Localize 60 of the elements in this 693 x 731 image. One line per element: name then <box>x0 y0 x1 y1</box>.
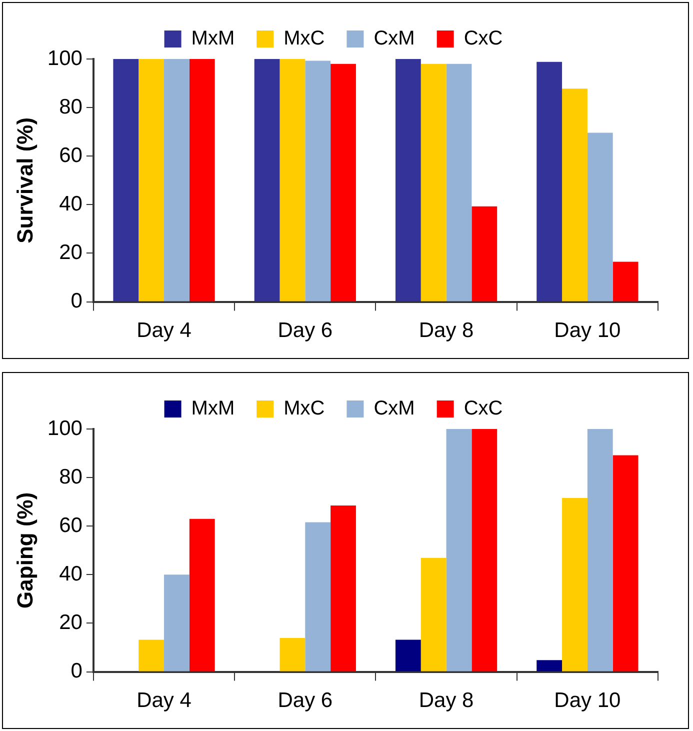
y-axis-title: Gaping (%) <box>12 492 38 608</box>
y-tick-label: 60 <box>59 514 82 537</box>
bar <box>446 64 472 302</box>
bar <box>138 59 164 302</box>
bar <box>446 429 472 672</box>
x-tick-label: Day 4 <box>136 689 192 712</box>
bar <box>164 574 190 672</box>
bar <box>280 59 306 302</box>
bar <box>189 518 215 672</box>
bar <box>587 429 613 672</box>
bar <box>612 262 638 302</box>
y-tick-label: 60 <box>59 144 82 167</box>
bar <box>612 455 638 672</box>
legend-label: MxC <box>284 398 325 420</box>
x-tick-label: Day 8 <box>418 689 474 712</box>
bar <box>254 59 280 302</box>
y-tick-label: 100 <box>47 46 82 70</box>
bar <box>330 505 356 672</box>
bar <box>472 206 498 302</box>
y-tick-label: 80 <box>59 465 82 488</box>
x-tick-label: Day 6 <box>278 689 333 712</box>
x-tick-label: Day 10 <box>554 689 621 712</box>
bar <box>189 59 215 302</box>
bar <box>536 62 562 302</box>
bar <box>330 64 356 302</box>
y-tick-label: 100 <box>47 416 82 440</box>
y-axis-title: Survival (%) <box>12 117 38 244</box>
bar <box>536 660 562 672</box>
y-tick-label: 0 <box>70 660 82 683</box>
y-tick-label: 40 <box>59 562 82 586</box>
legend-label: CxC <box>464 398 503 420</box>
bar <box>395 640 421 672</box>
bar <box>138 640 164 672</box>
bar <box>472 429 498 672</box>
bar <box>164 59 190 302</box>
x-tick-label: Day 4 <box>136 319 192 342</box>
bar <box>113 59 139 302</box>
bar <box>305 522 331 672</box>
bar <box>280 638 306 672</box>
legend-label: MxM <box>191 28 235 50</box>
y-tick-label: 0 <box>70 290 82 313</box>
x-tick-label: Day 8 <box>418 319 474 342</box>
y-tick-label: 80 <box>59 95 82 118</box>
legend-label: CxM <box>374 28 415 50</box>
legend-label: CxC <box>464 28 503 50</box>
x-tick-label: Day 10 <box>554 319 621 342</box>
bar <box>420 64 446 302</box>
bar <box>420 558 446 672</box>
x-tick-label: Day 6 <box>278 319 333 342</box>
legend-label: CxM <box>374 398 415 420</box>
y-tick-label: 20 <box>59 611 82 634</box>
legend-label: MxM <box>191 398 235 420</box>
bar <box>562 498 588 672</box>
bar <box>562 88 588 302</box>
bar <box>305 60 331 302</box>
y-tick-label: 40 <box>59 192 82 216</box>
bar <box>395 59 421 302</box>
legend-label: MxC <box>284 28 325 50</box>
y-tick-label: 20 <box>59 241 82 264</box>
bar <box>587 132 613 302</box>
